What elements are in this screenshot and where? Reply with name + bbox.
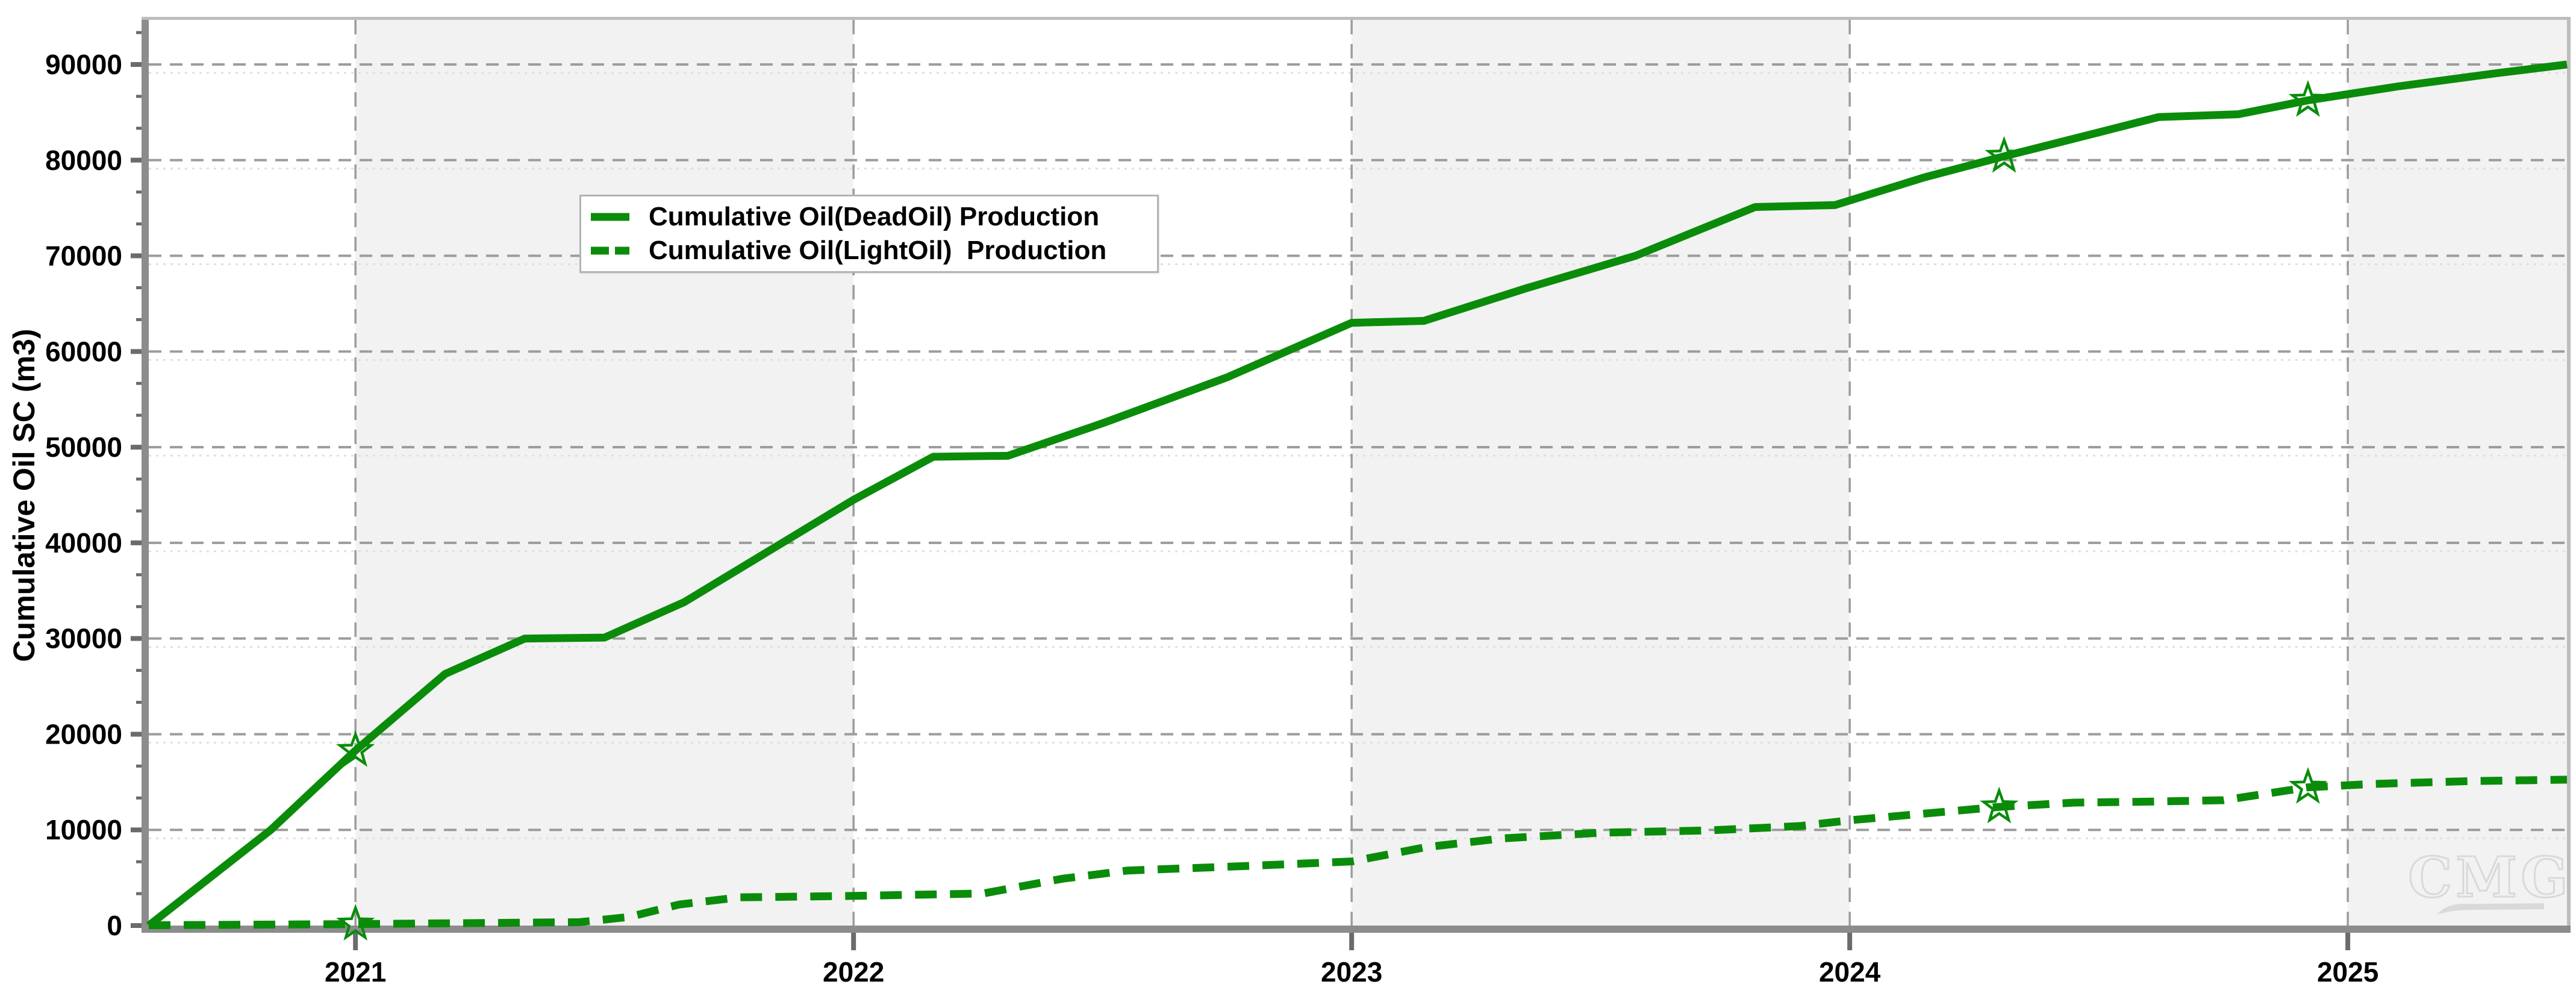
svg-text:2023: 2023 <box>1321 956 1382 984</box>
y-axis-title: Cumulative Oil SC (m3) <box>7 328 41 662</box>
svg-text:80000: 80000 <box>45 145 122 176</box>
svg-text:50000: 50000 <box>45 431 122 463</box>
legend-item-deadoil: Cumulative Oil(DeadOil) Production <box>590 200 1157 234</box>
svg-text:2022: 2022 <box>823 956 884 984</box>
svg-text:2021: 2021 <box>325 956 386 984</box>
svg-text:2024: 2024 <box>1819 956 1881 984</box>
svg-text:0: 0 <box>107 910 122 941</box>
svg-text:70000: 70000 <box>45 240 122 272</box>
svg-text:40000: 40000 <box>45 527 122 559</box>
svg-text:20000: 20000 <box>45 718 122 750</box>
solid-line-swatch-icon <box>591 213 629 221</box>
cmg-watermark: CMG <box>2408 845 2572 910</box>
legend-label-deadoil: Cumulative Oil(DeadOil) Production <box>649 202 1100 231</box>
legend-label-lightoil: Cumulative Oil(LightOil) Production <box>649 236 1107 265</box>
legend: Cumulative Oil(DeadOil) Production Cumul… <box>579 195 1159 273</box>
svg-text:10000: 10000 <box>45 814 122 845</box>
svg-text:2025: 2025 <box>2317 956 2378 984</box>
legend-item-lightoil: Cumulative Oil(LightOil) Production <box>590 234 1157 268</box>
svg-text:30000: 30000 <box>45 623 122 654</box>
svg-text:60000: 60000 <box>45 336 122 367</box>
svg-text:90000: 90000 <box>45 49 122 80</box>
dashed-line-swatch-icon <box>591 246 629 255</box>
